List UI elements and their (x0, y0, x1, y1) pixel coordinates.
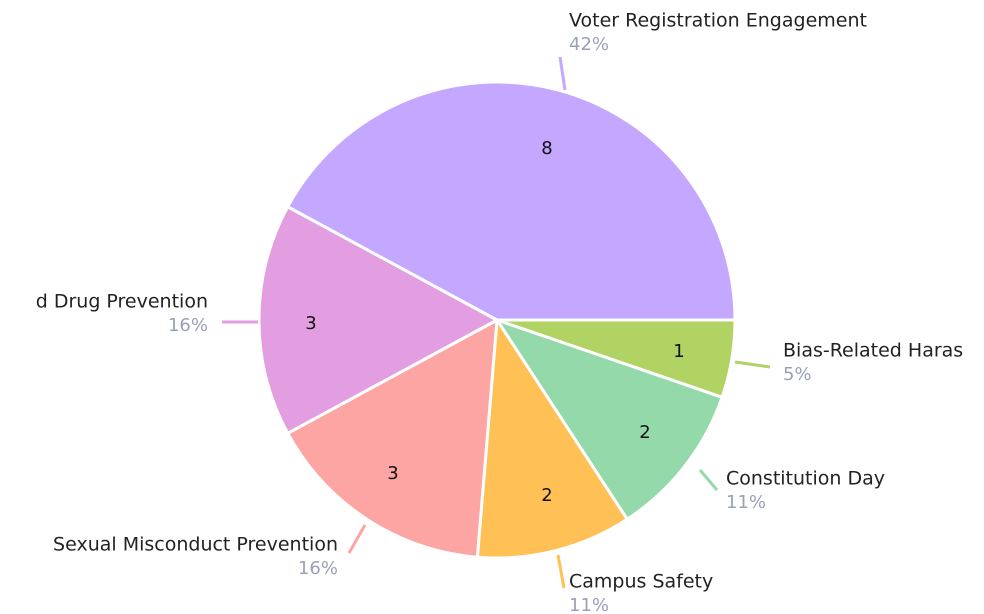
leader-line (698, 469, 719, 491)
slice-percent: 5% (783, 364, 812, 385)
slice-percent: 11% (726, 492, 766, 513)
slice-name: Constitution Day (726, 468, 885, 490)
leader-line (347, 524, 367, 554)
slice-name: d Drug Prevention (36, 291, 208, 313)
pie-slice (257, 204, 501, 436)
leader-line (558, 56, 567, 91)
slice-percent: 42% (569, 34, 609, 55)
leader-line (556, 554, 566, 589)
slice-name: Bias-Related Haras (783, 340, 963, 362)
pie-slice (475, 315, 630, 560)
pie-slice (493, 317, 725, 522)
slice-value: 2 (639, 422, 650, 443)
slice-name: Sexual Misconduct Prevention (53, 534, 338, 556)
slice-name: Voter Registration Engagement (569, 10, 867, 32)
slice-value: 3 (387, 463, 398, 484)
pie-slice (285, 80, 737, 322)
pie-slice (285, 317, 499, 559)
slice-value: 8 (541, 138, 552, 159)
slice-value: 3 (305, 313, 316, 334)
slice-value: 2 (541, 485, 552, 506)
slice-value: 1 (673, 341, 684, 362)
slice-percent: 16% (298, 558, 338, 579)
slice-percent: 16% (168, 315, 208, 336)
slice-name: Campus Safety (569, 571, 713, 593)
slice-percent: 11% (569, 595, 609, 614)
leader-line (734, 360, 771, 369)
